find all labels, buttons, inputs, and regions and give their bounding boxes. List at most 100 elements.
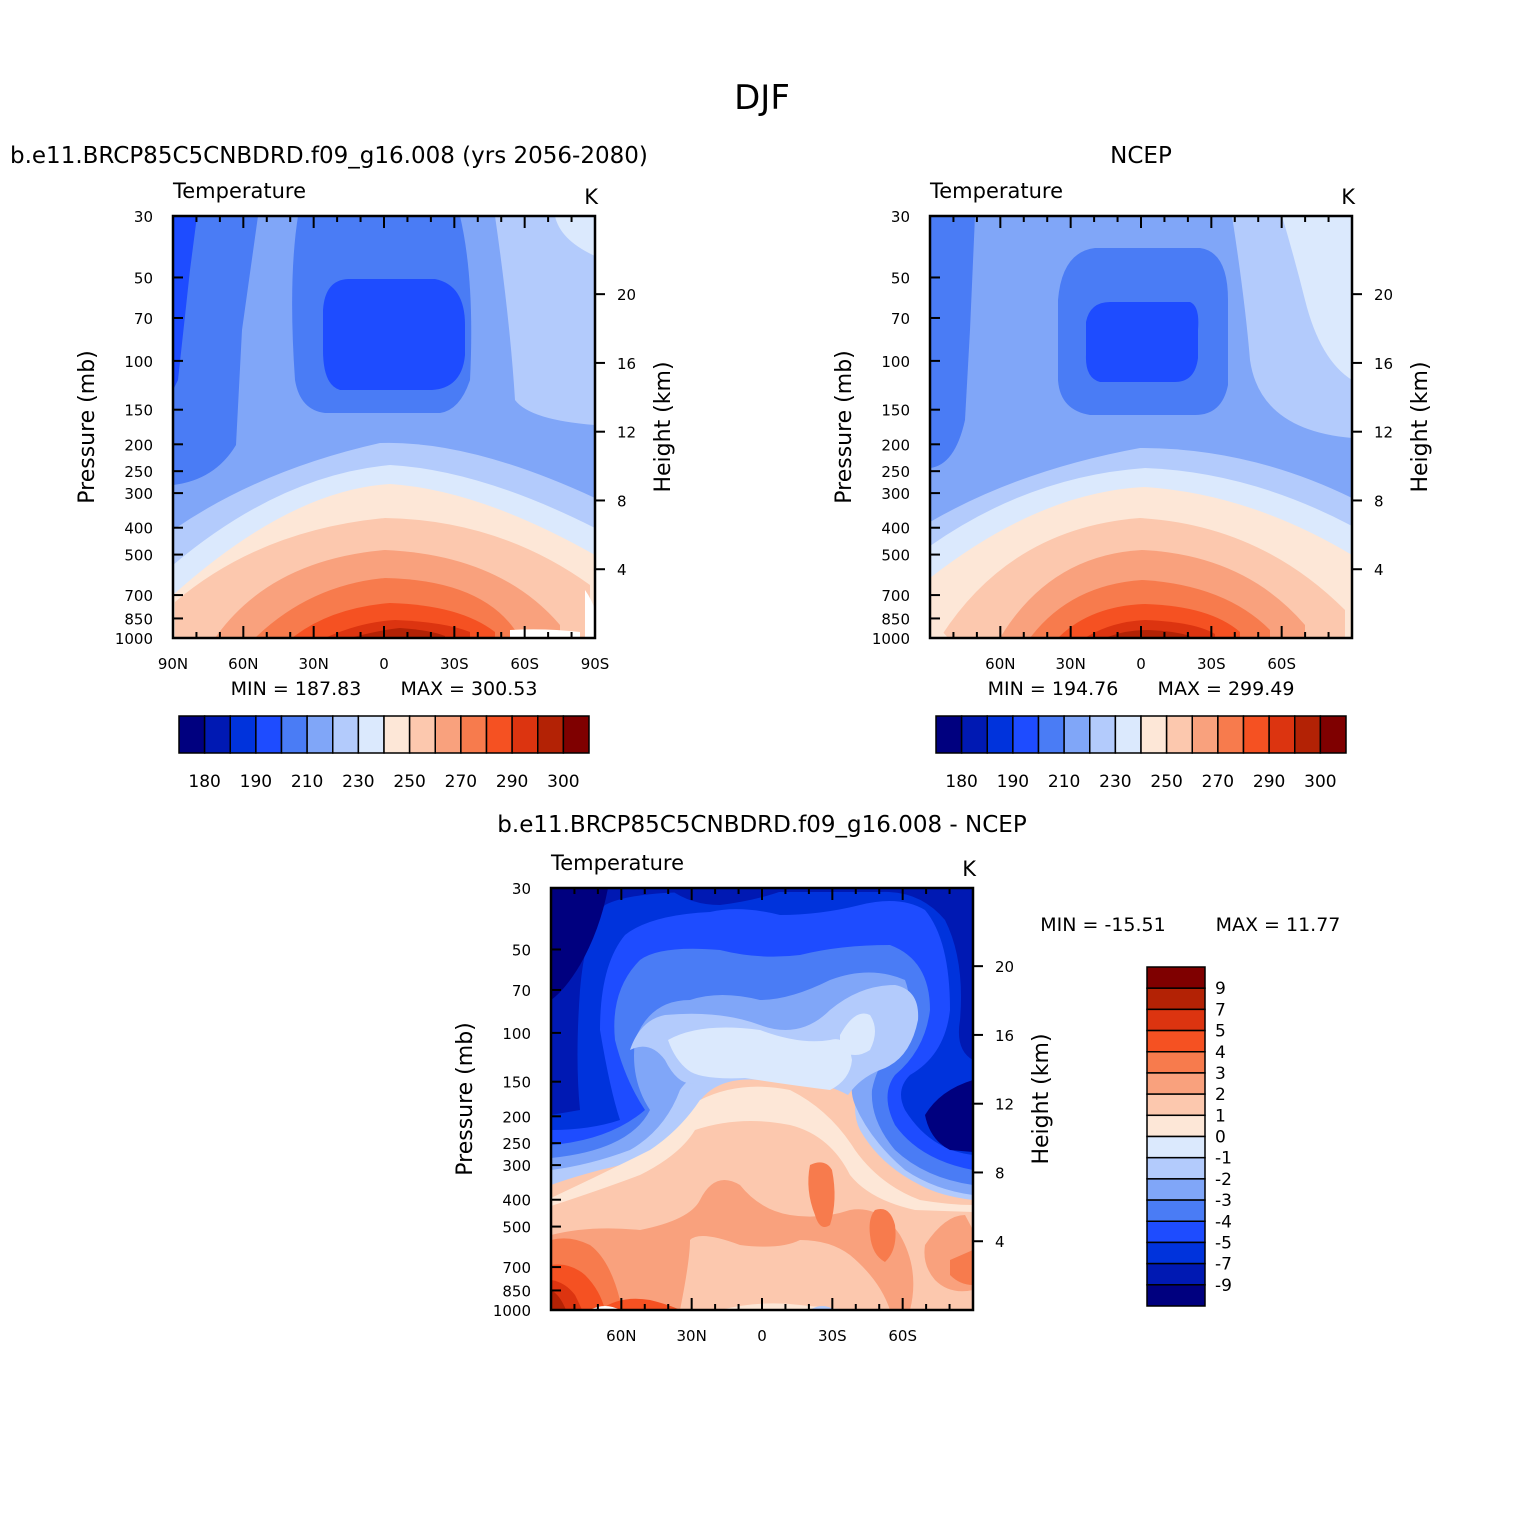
- y-axis-right-obs: 20 16 12 8 4: [1352, 286, 1393, 579]
- colorbar-swatch: [1114, 715, 1142, 754]
- x-tick-label: 30N: [677, 1327, 707, 1345]
- colorbar-tick-label: 0: [1215, 1128, 1226, 1148]
- colorbar-tick-label: 250: [1150, 772, 1182, 792]
- x-axis-diff: 60N 30N 0 30S 60S: [573, 888, 951, 1345]
- colorbar-tick-label: 290: [496, 772, 528, 792]
- colorbar-swatch: [1146, 1262, 1206, 1286]
- x-tick-label: 60N: [606, 1327, 636, 1345]
- y-tick-label: 500: [124, 547, 153, 565]
- colorbar-swatch: [357, 715, 385, 754]
- contour-band: [551, 1290, 566, 1310]
- contour-band: [1105, 630, 1190, 638]
- colorbar-swatch: [1268, 715, 1296, 754]
- colorbar-model: 180 190 210 230 250 270 290 300: [178, 715, 590, 792]
- y-right-tick-label: 16: [995, 1027, 1014, 1045]
- colorbar-swatch: [1146, 1072, 1206, 1095]
- y-axis-label-diff: Pressure (mb): [453, 1022, 478, 1176]
- contour-band: [173, 216, 197, 390]
- colorbar-swatch: [1146, 1199, 1206, 1222]
- y-tick-label: 100: [124, 353, 153, 371]
- colorbar-tick-label: 290: [1253, 772, 1285, 792]
- y-tick-label: 400: [502, 1192, 531, 1210]
- colorbar-tick-label: -1: [1215, 1149, 1232, 1169]
- colorbar-swatch: [434, 715, 462, 754]
- left-label-obs: Temperature: [929, 179, 1063, 203]
- contour-band: [668, 888, 790, 905]
- min-label-model: MIN = 187.83: [231, 678, 362, 700]
- contour-band: [930, 620, 948, 638]
- y-tick-label: 100: [502, 1025, 531, 1043]
- colorbar-tick-label: 300: [1304, 772, 1336, 792]
- x-tick-label: 60S: [888, 1327, 917, 1345]
- panel-model: b.e11.BRCP85C5CNBDRD.f09_g16.008 (yrs 20…: [10, 143, 676, 792]
- colorbar-tick-label: 190: [240, 772, 272, 792]
- colorbar-swatch: [1165, 715, 1193, 754]
- colorbar-swatch: [1146, 1284, 1206, 1307]
- y-tick-label: 30: [134, 208, 153, 226]
- y-tick-label: 250: [881, 463, 910, 481]
- colorbar-tick-label: -2: [1215, 1170, 1232, 1190]
- y-tick-label: 50: [134, 269, 153, 287]
- y-right-tick-label: 4: [617, 561, 627, 579]
- colorbar-tick-label: -5: [1215, 1233, 1232, 1253]
- colorbar-tick-label: 230: [342, 772, 374, 792]
- contour-band: [551, 888, 608, 1000]
- left-label-model: Temperature: [172, 179, 306, 203]
- panel-title-obs: NCEP: [1110, 143, 1172, 169]
- colorbar-tick-label: 9: [1215, 979, 1226, 999]
- contour-band: [668, 1027, 852, 1090]
- y-axis-label-model: Pressure (mb): [75, 350, 100, 504]
- colorbar-swatch: [1012, 715, 1040, 754]
- colorbar-tick-label: 180: [945, 772, 977, 792]
- colorbar-swatch: [1146, 1093, 1206, 1117]
- missing-data-area: [585, 590, 595, 638]
- contour-band: [950, 1250, 973, 1285]
- colorbar-tick-label: 250: [393, 772, 425, 792]
- colorbar-swatch: [1146, 1135, 1206, 1159]
- colorbar-tick-label: 4: [1215, 1043, 1226, 1063]
- y-axis-right-label-diff: Height (km): [1029, 1033, 1054, 1164]
- y-axis-left-diff: 30 50 70 100 150 200 250 300 400 500 700 850 1000: [493, 880, 561, 1320]
- colorbar-tick-label: 2: [1215, 1085, 1226, 1105]
- colorbar-swatch: [1063, 715, 1091, 754]
- y-tick-label: 1000: [872, 630, 910, 648]
- colorbar-tick-label: 7: [1215, 1000, 1226, 1020]
- colorbar-tick-label: -9: [1215, 1276, 1232, 1296]
- contour-band: [869, 1209, 896, 1262]
- colorbar-tick-label: -7: [1215, 1255, 1232, 1275]
- colorbar-tick-label: 210: [1048, 772, 1080, 792]
- contour-band: [495, 216, 595, 425]
- colorbar-swatch: [1146, 1178, 1206, 1201]
- colorbar-tick-label: 180: [188, 772, 220, 792]
- x-tick-label: 30N: [1056, 655, 1086, 673]
- x-axis-obs: 60N 30N 0 30S 60S: [952, 216, 1330, 673]
- colorbar-swatch: [229, 715, 257, 754]
- colorbar-swatch: [383, 715, 411, 754]
- y-right-tick-label: 20: [1374, 286, 1393, 304]
- panel-obs: NCEP Temperature K 305070100150200250300…: [832, 143, 1433, 792]
- y-axis-right-label-model: Height (km): [651, 361, 676, 492]
- y-tick-label: 700: [502, 1259, 531, 1277]
- y-axis-right-model: 20 16 12 8 4: [595, 286, 636, 579]
- units-label-obs: K: [1341, 185, 1356, 209]
- colorbar-obs: 180 190 210 230 250 270 290 300: [935, 715, 1347, 792]
- missing-data-area: [510, 629, 580, 638]
- y-right-tick-label: 8: [995, 1164, 1005, 1182]
- y-right-tick-label: 4: [1374, 561, 1384, 579]
- y-tick-label: 150: [881, 402, 910, 420]
- y-tick-label: 70: [891, 310, 910, 328]
- y-tick-label: 70: [512, 982, 531, 1000]
- colorbar-swatch: [280, 715, 308, 754]
- colorbar-swatch: [1146, 1220, 1206, 1244]
- y-right-tick-label: 16: [617, 355, 636, 373]
- contour-field-obs: [930, 216, 1352, 638]
- colorbar-swatch: [1146, 987, 1206, 1011]
- y-tick-label: 500: [502, 1219, 531, 1237]
- y-tick-label: 150: [502, 1074, 531, 1092]
- colorbar-swatch: [306, 715, 334, 754]
- y-tick-label: 30: [891, 208, 910, 226]
- x-tick-label: 30S: [440, 655, 469, 673]
- colorbar-swatch: [1191, 715, 1219, 754]
- x-tick-label: 0: [1136, 655, 1146, 673]
